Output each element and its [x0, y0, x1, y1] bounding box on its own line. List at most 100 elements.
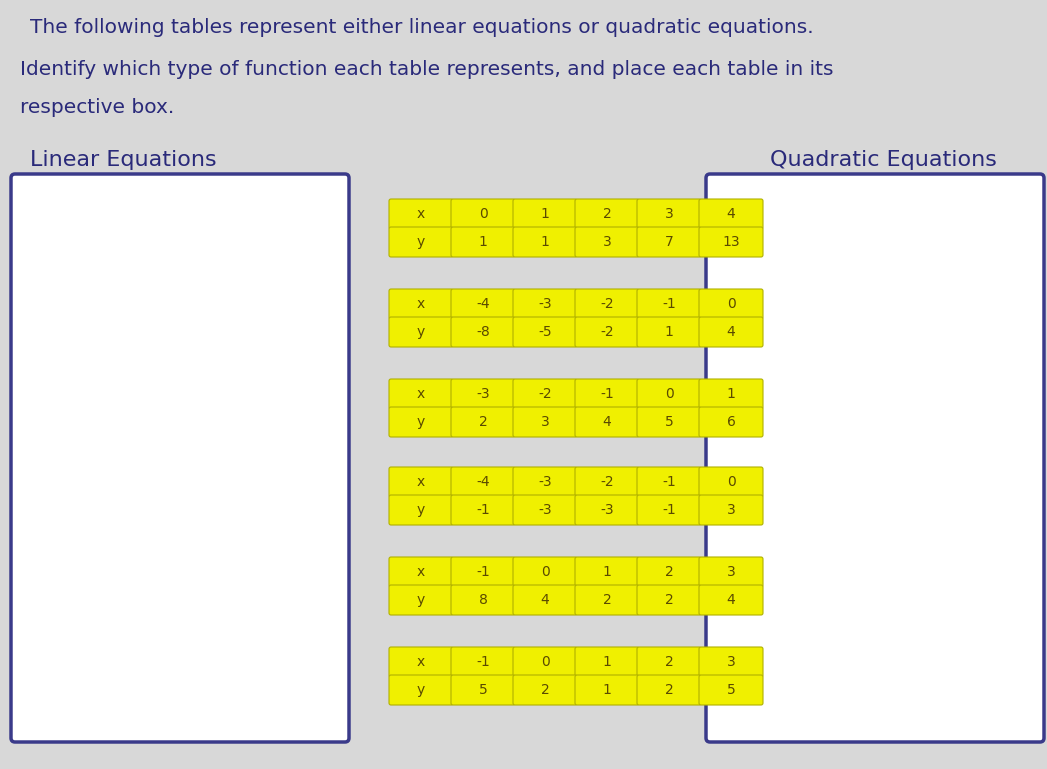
- Text: 0: 0: [665, 387, 673, 401]
- FancyBboxPatch shape: [637, 379, 701, 409]
- FancyBboxPatch shape: [575, 675, 639, 705]
- FancyBboxPatch shape: [451, 557, 515, 587]
- FancyBboxPatch shape: [513, 467, 577, 497]
- FancyBboxPatch shape: [513, 227, 577, 257]
- Text: 4: 4: [727, 325, 735, 339]
- FancyBboxPatch shape: [637, 289, 701, 319]
- Text: x: x: [417, 297, 425, 311]
- FancyBboxPatch shape: [513, 647, 577, 677]
- FancyBboxPatch shape: [699, 495, 763, 525]
- Text: 3: 3: [727, 565, 735, 579]
- Text: -1: -1: [476, 655, 490, 669]
- FancyBboxPatch shape: [699, 407, 763, 437]
- FancyBboxPatch shape: [513, 317, 577, 347]
- Text: 1: 1: [665, 325, 673, 339]
- Text: -1: -1: [600, 387, 614, 401]
- Text: 1: 1: [603, 683, 611, 697]
- Text: respective box.: respective box.: [20, 98, 174, 117]
- Text: 2: 2: [665, 655, 673, 669]
- FancyBboxPatch shape: [389, 407, 453, 437]
- FancyBboxPatch shape: [699, 317, 763, 347]
- Text: 3: 3: [665, 207, 673, 221]
- Text: x: x: [417, 387, 425, 401]
- FancyBboxPatch shape: [637, 407, 701, 437]
- Text: 13: 13: [722, 235, 740, 249]
- Text: 4: 4: [727, 593, 735, 607]
- FancyBboxPatch shape: [451, 407, 515, 437]
- Text: Quadratic Equations: Quadratic Equations: [770, 150, 997, 170]
- FancyBboxPatch shape: [637, 585, 701, 615]
- FancyBboxPatch shape: [389, 199, 453, 229]
- FancyBboxPatch shape: [513, 675, 577, 705]
- Text: 1: 1: [478, 235, 488, 249]
- FancyBboxPatch shape: [389, 227, 453, 257]
- FancyBboxPatch shape: [513, 199, 577, 229]
- Text: 2: 2: [540, 683, 550, 697]
- FancyBboxPatch shape: [637, 317, 701, 347]
- Text: -1: -1: [476, 565, 490, 579]
- Text: Linear Equations: Linear Equations: [30, 150, 217, 170]
- Text: -2: -2: [600, 325, 614, 339]
- Text: 2: 2: [665, 683, 673, 697]
- Text: 2: 2: [665, 593, 673, 607]
- Text: x: x: [417, 655, 425, 669]
- FancyBboxPatch shape: [451, 495, 515, 525]
- Text: -3: -3: [538, 475, 552, 489]
- Text: x: x: [417, 207, 425, 221]
- FancyBboxPatch shape: [637, 495, 701, 525]
- FancyBboxPatch shape: [637, 675, 701, 705]
- Text: 1: 1: [603, 655, 611, 669]
- FancyBboxPatch shape: [575, 647, 639, 677]
- FancyBboxPatch shape: [575, 289, 639, 319]
- FancyBboxPatch shape: [389, 557, 453, 587]
- FancyBboxPatch shape: [389, 585, 453, 615]
- Text: 5: 5: [478, 683, 487, 697]
- Text: 0: 0: [727, 297, 735, 311]
- Text: y: y: [417, 235, 425, 249]
- Text: 0: 0: [478, 207, 487, 221]
- FancyBboxPatch shape: [513, 407, 577, 437]
- FancyBboxPatch shape: [575, 317, 639, 347]
- Text: x: x: [417, 475, 425, 489]
- Text: -3: -3: [538, 297, 552, 311]
- Text: 0: 0: [540, 655, 550, 669]
- Text: -5: -5: [538, 325, 552, 339]
- Text: -2: -2: [600, 475, 614, 489]
- FancyBboxPatch shape: [575, 585, 639, 615]
- Text: -1: -1: [662, 475, 676, 489]
- Text: 2: 2: [478, 415, 487, 429]
- FancyBboxPatch shape: [389, 379, 453, 409]
- Text: -2: -2: [538, 387, 552, 401]
- Text: 8: 8: [478, 593, 488, 607]
- FancyBboxPatch shape: [699, 647, 763, 677]
- Text: 3: 3: [727, 655, 735, 669]
- Text: 5: 5: [665, 415, 673, 429]
- Text: 2: 2: [603, 593, 611, 607]
- FancyBboxPatch shape: [389, 289, 453, 319]
- FancyBboxPatch shape: [699, 585, 763, 615]
- Text: 4: 4: [540, 593, 550, 607]
- FancyBboxPatch shape: [637, 647, 701, 677]
- Text: The following tables represent either linear equations or quadratic equations.: The following tables represent either li…: [30, 18, 814, 37]
- Text: -1: -1: [662, 503, 676, 517]
- FancyBboxPatch shape: [575, 199, 639, 229]
- Text: y: y: [417, 415, 425, 429]
- FancyBboxPatch shape: [575, 557, 639, 587]
- FancyBboxPatch shape: [451, 199, 515, 229]
- FancyBboxPatch shape: [451, 467, 515, 497]
- Text: 2: 2: [603, 207, 611, 221]
- Text: -1: -1: [476, 503, 490, 517]
- FancyBboxPatch shape: [451, 585, 515, 615]
- Text: 1: 1: [540, 207, 550, 221]
- FancyBboxPatch shape: [389, 675, 453, 705]
- Text: 5: 5: [727, 683, 735, 697]
- FancyBboxPatch shape: [699, 289, 763, 319]
- FancyBboxPatch shape: [575, 379, 639, 409]
- Text: 4: 4: [727, 207, 735, 221]
- FancyBboxPatch shape: [513, 379, 577, 409]
- FancyBboxPatch shape: [389, 647, 453, 677]
- FancyBboxPatch shape: [699, 379, 763, 409]
- FancyBboxPatch shape: [575, 407, 639, 437]
- Text: 1: 1: [540, 235, 550, 249]
- Text: Identify which type of function each table represents, and place each table in i: Identify which type of function each tab…: [20, 60, 833, 79]
